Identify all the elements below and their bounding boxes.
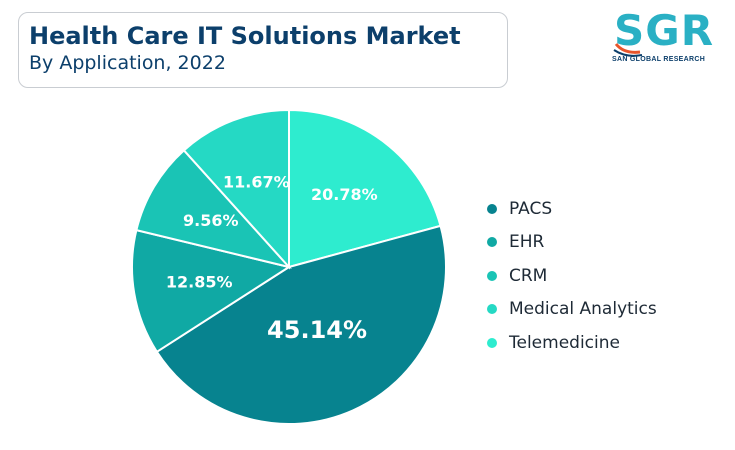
- legend-label: CRM: [509, 265, 548, 286]
- logo-tagline: SAN GLOBAL RESEARCH: [612, 56, 706, 63]
- data-label-ehr: 12.85%: [166, 273, 233, 292]
- pie-slice-telemedicine: [288, 108, 442, 269]
- logo-swoosh-icon: [613, 43, 643, 57]
- pie-slice-medical-analytics: [182, 108, 290, 270]
- legend-label: PACS: [509, 198, 553, 219]
- data-label-telemedicine: 20.78%: [311, 185, 378, 204]
- legend-item-telemedicine: Telemedicine: [487, 326, 657, 360]
- legend-dot-icon: [487, 203, 497, 214]
- legend-label: Medical Analytics: [509, 299, 657, 320]
- chart-subtitle: By Application, 2022: [29, 52, 226, 74]
- pie-slice-crm: [135, 148, 292, 269]
- legend-dot-icon: [487, 270, 497, 281]
- chart-legend: PACS EHR CRM Medical Analytics Telemedicine: [487, 192, 657, 360]
- data-label-medical-analytics: 11.67%: [223, 172, 290, 191]
- legend-item-ehr: EHR: [487, 226, 657, 260]
- legend-item-pacs: PACS: [487, 192, 657, 226]
- data-label-crm: 9.56%: [183, 211, 239, 230]
- data-label-pacs: 45.14%: [267, 316, 367, 344]
- legend-item-crm: CRM: [487, 259, 657, 293]
- legend-item-medical-analytics: Medical Analytics: [487, 293, 657, 327]
- pie-slice-ehr: [131, 228, 292, 354]
- legend-dot-icon: [487, 304, 497, 315]
- chart-title: Health Care IT Solutions Market: [29, 22, 461, 50]
- sgr-logo: SGR SAN GLOBAL RESEARCH: [610, 6, 725, 68]
- logo-text: SGR: [614, 6, 715, 55]
- legend-dot-icon: [487, 337, 497, 348]
- pie-slice-pacs: [155, 224, 447, 425]
- legend-label: Telemedicine: [509, 332, 620, 353]
- legend-dot-icon: [487, 237, 497, 248]
- title-box: Health Care IT Solutions Market By Appli…: [18, 12, 508, 88]
- legend-label: EHR: [509, 232, 545, 253]
